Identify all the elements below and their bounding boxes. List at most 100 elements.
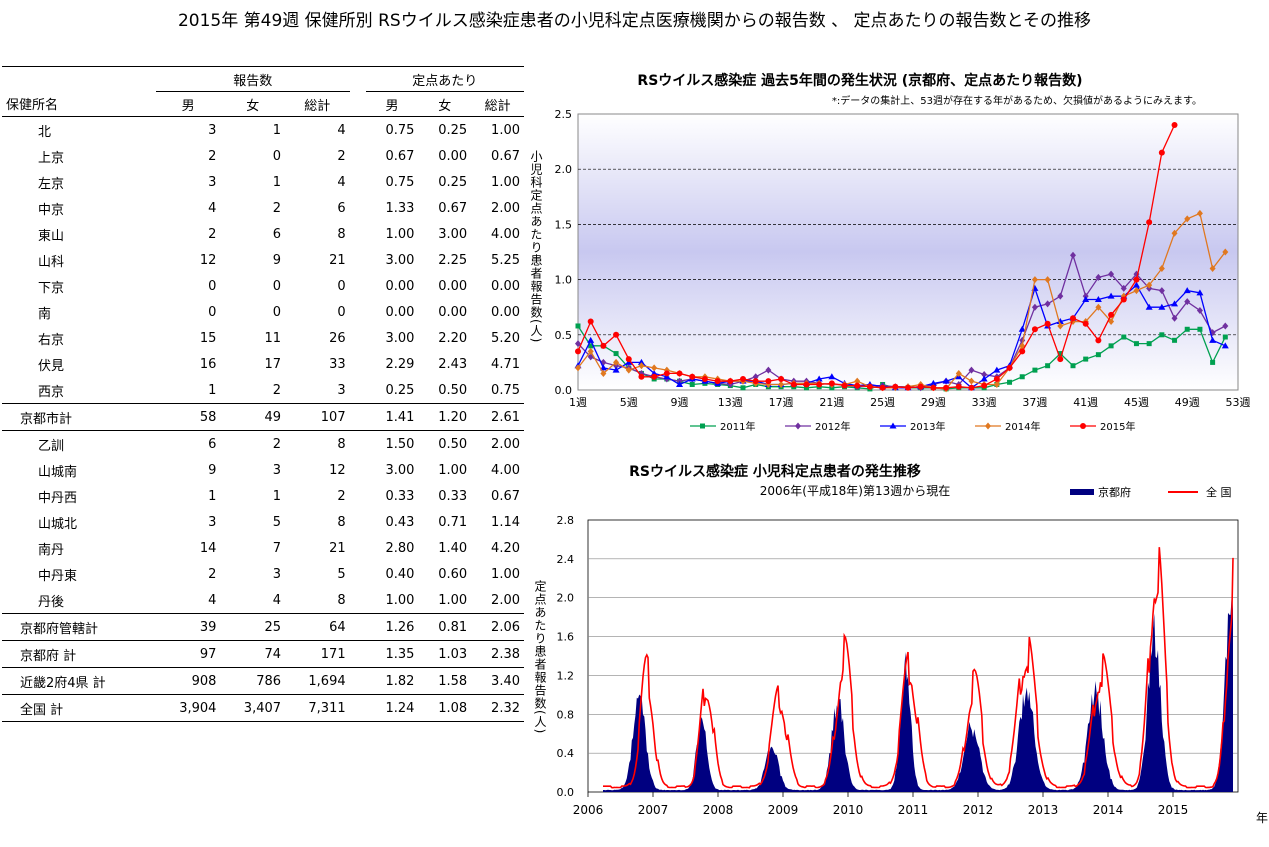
row-value: 1 [272, 174, 282, 190]
y-tick-label: 0.5 [555, 329, 573, 342]
row-value: 1.00 [438, 462, 468, 478]
data-point [1221, 342, 1229, 349]
row-value: 74 [264, 646, 282, 662]
data-point [587, 353, 594, 361]
gap-cell [350, 457, 366, 483]
row-value: 5 [272, 514, 282, 530]
row-value: 6 [272, 226, 282, 242]
gap-cell [350, 695, 366, 722]
row-value: 15 [199, 330, 217, 346]
row-value: 0.43 [385, 514, 415, 530]
data-point [1121, 334, 1127, 340]
data-point [588, 343, 594, 349]
table-row: 南 0 0 0 0.00 0.00 0.00 [2, 299, 524, 325]
data-point [917, 383, 924, 390]
x-tick-label: 37週 [1022, 396, 1047, 409]
data-point [1120, 284, 1127, 292]
data-point [1196, 307, 1203, 315]
row-value: 1 [272, 122, 282, 138]
row-value: 0.50 [438, 436, 468, 452]
data-point [929, 379, 937, 386]
x-tick-label: 2007 [638, 803, 669, 817]
row-name: 京都府管轄計 [20, 621, 99, 637]
y-tick-label: 1.2 [557, 669, 575, 682]
table-row: 中京 4 2 6 1.33 0.67 2.00 [2, 195, 524, 221]
y-axis-label: 定点あたり患者報告数(人) [533, 579, 547, 735]
data-point [955, 369, 962, 377]
row-value: 2 [208, 226, 217, 242]
col-header-female: 女 [220, 91, 286, 117]
data-point [701, 375, 708, 382]
legend-label: 2012年 [815, 420, 850, 433]
y-tick-label: 1.6 [557, 631, 575, 644]
row-value: 2 [272, 200, 282, 216]
row-value: 0.75 [491, 382, 520, 398]
row-name: 丹後 [38, 594, 65, 610]
data-point [765, 366, 772, 374]
row-value: 4.71 [491, 356, 520, 372]
row-value: 3 [272, 566, 282, 582]
row-value: 1 [272, 488, 282, 504]
gap-cell [350, 377, 366, 404]
data-point [815, 375, 823, 382]
x-tick-label: 13週 [718, 396, 743, 409]
row-value: 0.25 [385, 382, 415, 398]
data-point [575, 348, 581, 355]
row-value: 0.00 [438, 304, 468, 320]
data-point [1057, 322, 1064, 330]
table-row: 右京 15 11 26 3.00 2.20 5.20 [2, 325, 524, 351]
legend-marker [985, 422, 991, 430]
plot-area [577, 113, 1239, 391]
row-value: 0.75 [385, 122, 415, 138]
row-value: 0.00 [438, 278, 468, 294]
table-row: 山科 12 9 21 3.00 2.25 5.25 [2, 247, 524, 273]
row-value: 1.41 [385, 409, 415, 425]
x-tick-label: 21週 [819, 396, 844, 409]
data-point [841, 382, 848, 389]
row-value: 0 [272, 148, 282, 164]
row-value: 1.08 [438, 700, 468, 716]
group-header-per-site: 定点あたり [365, 66, 524, 92]
row-value: 1.82 [385, 673, 415, 689]
data-point [1222, 334, 1228, 340]
gap-cell [350, 247, 366, 273]
y-tick-label: 2.5 [555, 108, 573, 121]
data-point [778, 375, 785, 382]
row-value: 1.00 [491, 122, 520, 138]
data-point [879, 384, 886, 391]
gap-cell [350, 535, 366, 561]
data-point [752, 378, 759, 385]
row-value: 0 [208, 278, 217, 294]
row-value: 8 [337, 436, 346, 452]
data-point [955, 383, 962, 390]
row-name: 乙訓 [38, 438, 65, 454]
row-value: 2.38 [491, 646, 520, 662]
row-name: 伏見 [38, 358, 65, 374]
data-point [740, 375, 746, 382]
x-tick-label: 2011 [898, 803, 929, 817]
data-point [587, 347, 594, 355]
gap-cell [350, 668, 366, 695]
data-point [980, 375, 988, 382]
row-value: 9 [272, 252, 282, 268]
data-point [1158, 265, 1165, 273]
x-tick-label: 5週 [620, 396, 638, 409]
row-value: 0.67 [491, 488, 520, 504]
row-name: 北 [38, 124, 52, 140]
col-header-total: 総計 [285, 91, 350, 117]
row-value: 12 [329, 462, 346, 478]
row-value: 0.00 [385, 278, 415, 294]
row-value: 3.00 [438, 226, 468, 242]
data-point [1184, 326, 1190, 332]
legend-marker [700, 423, 705, 429]
row-value: 8 [337, 592, 346, 608]
data-point [575, 364, 581, 372]
data-point [575, 340, 581, 348]
data-point [1158, 303, 1166, 310]
gap-cell [350, 169, 366, 195]
row-value: 0 [272, 278, 282, 294]
data-point [1094, 295, 1102, 302]
table-total-row: 京都府 計 97 74 171 1.35 1.03 2.38 [2, 640, 524, 668]
y-tick-label: 1.0 [555, 274, 573, 287]
report-table: 報告数 定点あたり 保健所名 男 女 総計 男 女 総計 北 3 1 4 0.75 0.2… [2, 66, 524, 722]
